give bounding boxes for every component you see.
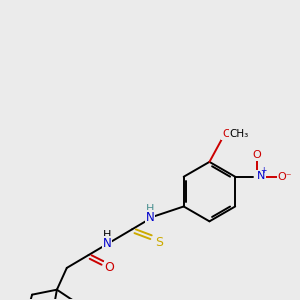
Text: H: H: [146, 204, 154, 214]
Text: O: O: [104, 261, 114, 274]
Text: O: O: [253, 150, 261, 160]
Text: N: N: [257, 171, 266, 181]
Text: N: N: [103, 237, 112, 250]
Text: S: S: [155, 236, 163, 249]
Text: +: +: [260, 166, 266, 175]
Text: CH₃: CH₃: [230, 129, 249, 139]
Text: O: O: [222, 129, 231, 139]
Text: H: H: [103, 230, 112, 240]
Text: O⁻: O⁻: [278, 172, 292, 182]
Text: N: N: [146, 211, 154, 224]
